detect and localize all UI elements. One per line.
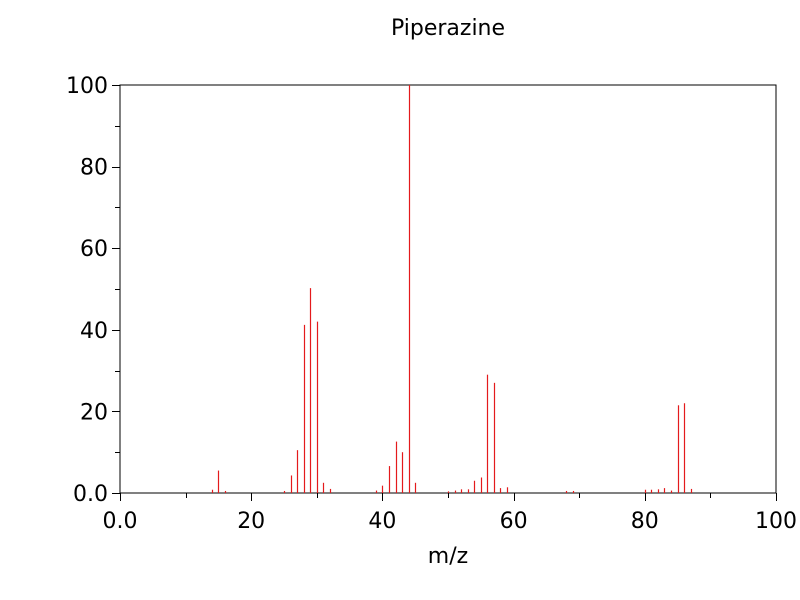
plot-area-frame bbox=[119, 84, 777, 494]
peaks-layer bbox=[211, 85, 693, 493]
x-tick-label: 0.0 bbox=[103, 509, 138, 534]
x-axis-ticks: 0.0 20 40 60 80 100 bbox=[103, 493, 797, 534]
y-tick-label: 20 bbox=[80, 400, 108, 425]
x-tick-label: 20 bbox=[237, 509, 265, 534]
x-tick-label: 60 bbox=[500, 509, 528, 534]
y-tick-label: 60 bbox=[80, 237, 108, 262]
x-tick-label: 40 bbox=[368, 509, 396, 534]
y-tick-label: 80 bbox=[80, 156, 108, 181]
chart-title: Piperazine bbox=[391, 16, 505, 41]
x-axis-label: m/z bbox=[428, 544, 468, 569]
y-tick-label: 100 bbox=[66, 74, 108, 99]
y-axis-ticks: 0.0 20 40 60 80 100 bbox=[66, 74, 120, 507]
x-tick-label: 100 bbox=[755, 509, 797, 534]
y-tick-label: 40 bbox=[80, 319, 108, 344]
y-tick-label: 0.0 bbox=[73, 482, 108, 507]
x-tick-label: 80 bbox=[631, 509, 659, 534]
